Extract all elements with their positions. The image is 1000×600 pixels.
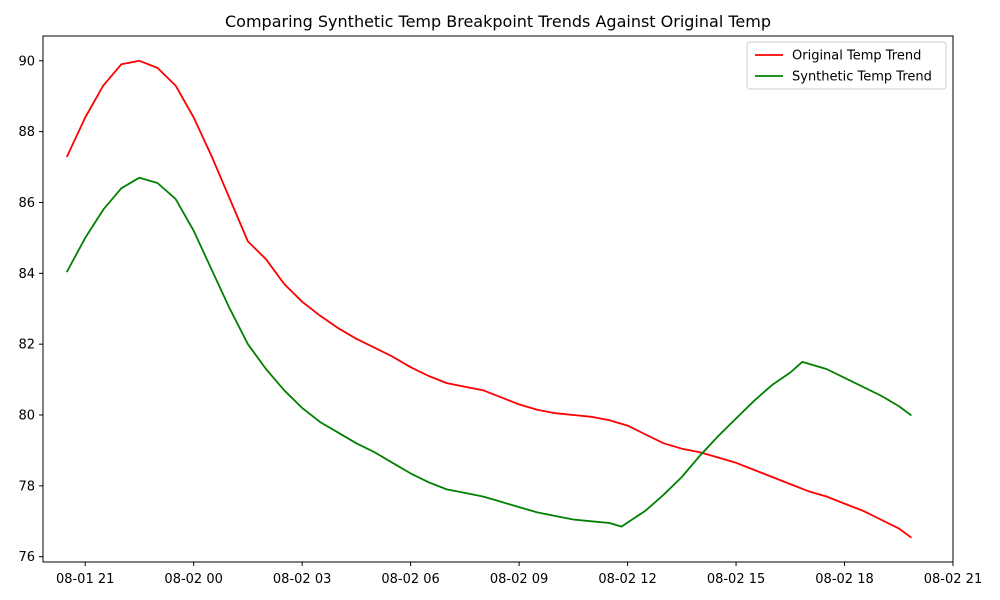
y-tick-label: 84 <box>18 267 35 282</box>
x-tick-label: 08-02 21 <box>924 572 982 587</box>
x-tick-label: 08-01 21 <box>56 572 114 587</box>
x-tick-label: 08-02 00 <box>164 572 222 587</box>
legend: Original Temp Trend Synthetic Temp Trend <box>746 41 947 90</box>
series-layer <box>66 59 912 539</box>
legend-label-2: Synthetic Temp Trend <box>792 70 932 85</box>
axes-layer: 08-01 21 08-02 00 08-02 03 08-02 06 08-02 09… <box>18 35 982 587</box>
y-tick-label: 76 <box>18 550 35 565</box>
x-tick-label: 08-02 12 <box>598 572 656 587</box>
x-tick-label: 08-02 03 <box>273 572 331 587</box>
axes-frame <box>42 35 954 563</box>
y-tick-label: 82 <box>18 338 35 353</box>
legend-box <box>746 41 947 90</box>
y-tick-label: 88 <box>18 125 35 140</box>
chart-title: Comparing Synthetic Temp Breakpoint Tren… <box>225 12 771 31</box>
x-tick-label: 08-02 18 <box>815 572 873 587</box>
x-tick-label: 08-02 06 <box>381 572 439 587</box>
y-tick-label: 90 <box>18 54 35 69</box>
series-line-1 <box>66 59 912 539</box>
x-tick-label: 08-02 15 <box>707 572 765 587</box>
y-tick-label: 78 <box>18 479 35 494</box>
x-tick-label: 08-02 09 <box>490 572 548 587</box>
y-tick-label: 80 <box>18 409 35 424</box>
legend-label-1: Original Temp Trend <box>792 49 921 64</box>
series-line-2 <box>66 176 912 528</box>
y-tick-label: 86 <box>18 196 35 211</box>
